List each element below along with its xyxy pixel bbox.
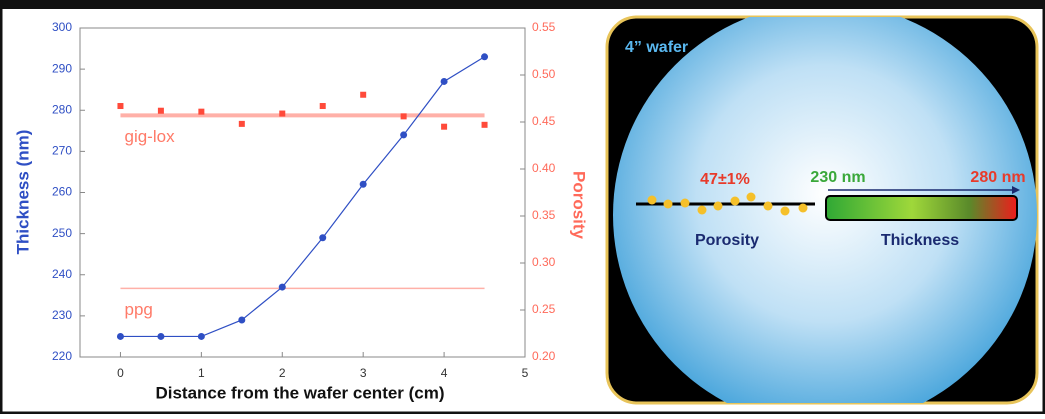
series-line [120,57,484,337]
page: Distance from the wafer center (cm) Thic… [0,0,1045,414]
square-marker [158,108,164,114]
square-marker [441,124,447,130]
reference-label: ppg [125,300,153,319]
wafer-label: 4” wafer [625,39,688,56]
x-tick-label: 0 [117,366,124,380]
y2-tick-label: 0.20 [532,349,556,363]
y-tick-label: 230 [52,308,72,322]
y2-tick-label: 0.50 [532,67,556,81]
figure: Distance from the wafer center (cm) Thic… [0,0,1045,414]
y-tick-label: 220 [52,349,72,363]
y-tick-label: 260 [52,185,72,199]
circle-marker [198,333,205,340]
y2-tick-label: 0.55 [532,20,556,34]
square-marker [482,122,488,128]
square-marker [198,109,204,115]
thickness-min: 230 nm [810,169,865,186]
square-marker [320,103,326,109]
circle-marker [157,333,164,340]
x-tick-label: 3 [360,366,367,380]
x-tick-label: 2 [279,366,286,380]
x-tick-label: 5 [522,366,529,380]
y-tick-label: 270 [52,144,72,158]
thickness-label: Thickness [881,232,959,249]
circle-marker [238,316,245,323]
circle-marker [481,53,488,60]
circle-marker [360,181,367,188]
square-marker [239,121,245,127]
square-marker [279,111,285,117]
y2-tick-label: 0.35 [532,208,556,222]
porosity-label: Porosity [695,232,759,249]
square-marker [117,103,123,109]
y-axis-label: Thickness (nm) [13,130,32,255]
square-marker [360,92,366,98]
y2-axis-label: Porosity [570,171,589,240]
x-axis-label: Distance from the wafer center (cm) [155,383,444,402]
y-tick-label: 240 [52,267,72,281]
frame-top [1,1,1044,9]
y-tick-label: 290 [52,61,72,75]
reference-label: gig-lox [125,127,176,146]
y2-tick-label: 0.45 [532,114,556,128]
porosity-value: 47±1% [700,171,750,188]
square-marker [401,113,407,119]
circle-marker [279,284,286,291]
y-tick-label: 280 [52,102,72,116]
circle-marker [441,78,448,85]
circle-marker [117,333,124,340]
x-tick-label: 4 [441,366,448,380]
y-tick-label: 250 [52,226,72,240]
thickness-bar [826,196,1017,220]
circle-marker [319,234,326,241]
x-tick-label: 1 [198,366,205,380]
y2-tick-label: 0.40 [532,161,556,175]
y2-tick-label: 0.30 [532,255,556,269]
thickness-max: 280 nm [970,169,1025,186]
circle-marker [400,131,407,138]
y-tick-label: 300 [52,20,72,34]
y2-tick-label: 0.25 [532,302,556,316]
